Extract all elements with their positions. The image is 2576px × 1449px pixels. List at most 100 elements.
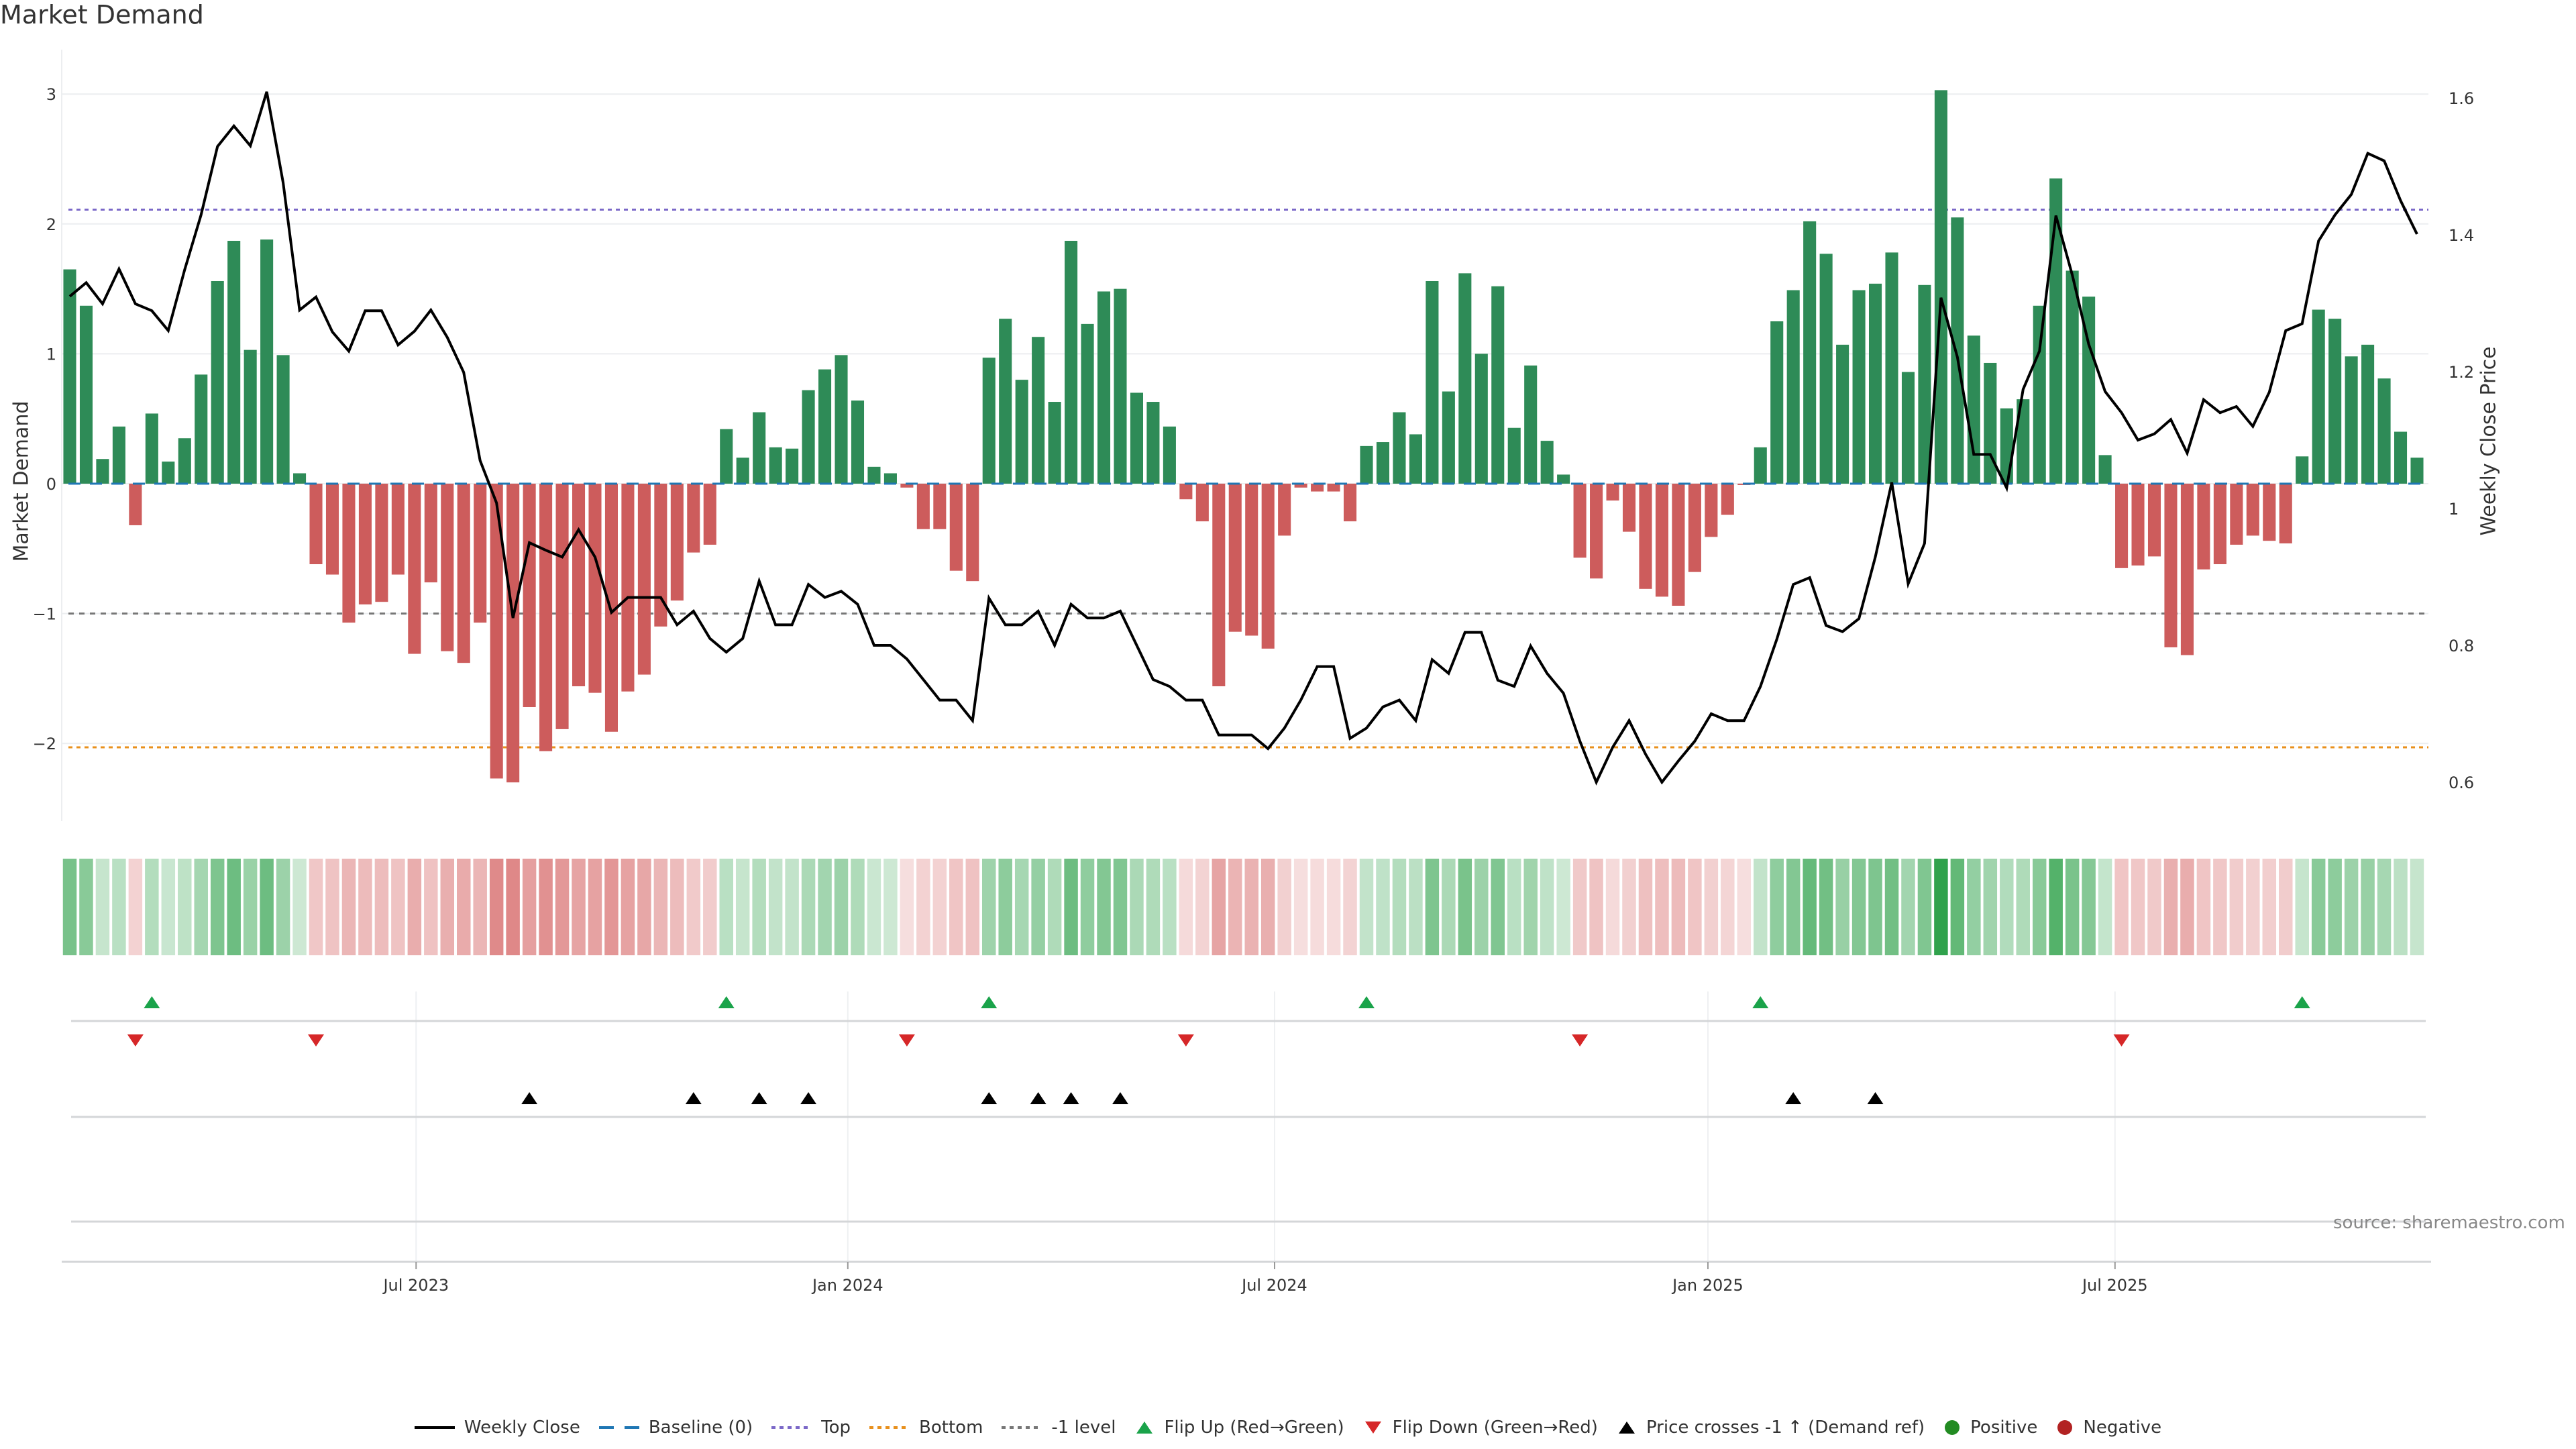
heat-cell [1688,859,1702,955]
negative-bar [457,484,470,663]
heat-cell [1310,859,1324,955]
positive-bar [1901,372,1915,484]
heat-cell [1868,859,1882,955]
legend-label: Top [821,1417,851,1438]
heat-cell [1491,859,1505,955]
legend-label: Weekly Close [464,1417,580,1438]
heat-cell [1605,859,1620,955]
heat-cell [1507,859,1521,955]
heat-cell [1917,859,1932,955]
legend-item-negative[interactable]: Negative [2056,1417,2161,1438]
positive-bar [162,462,175,484]
heat-cell [1343,859,1357,955]
positive-bar [720,429,733,484]
legend-item-flip-down[interactable]: Flip Down (Green→Red) [1363,1417,1598,1438]
legend-item-bottom[interactable]: Bottom [869,1417,983,1438]
heat-cell [1540,859,1554,955]
positive-bar [2065,270,2079,484]
legend-item-baseline[interactable]: Baseline (0) [598,1417,753,1438]
positive-bar [1885,252,1898,484]
heat-cell [1721,859,1735,955]
positive-bar [1803,221,1817,484]
negative-bar [1721,484,1734,515]
heat-cell [621,859,635,955]
heat-cell [276,859,290,955]
positive-bar [1934,90,1947,484]
heat-cell [1376,859,1390,955]
positive-bar [2098,455,2112,484]
heat-cell [2377,859,2392,955]
heat-cell [1770,859,1784,955]
positive-bar [1360,445,1373,484]
heat-cell [719,859,733,955]
positive-bar [1376,442,1390,484]
y2-axis-ticks: 1.6 1.4 1.2 1 0.8 0.6 [2449,89,2474,792]
y2-tick-label: 1 [2449,500,2459,519]
heat-cell [1737,859,1752,955]
legend-item-weekly-close[interactable]: Weekly Close [414,1417,580,1438]
positive-bar [1130,392,1143,484]
heat-cell [1244,859,1258,955]
negative-bar [916,484,930,529]
heat-cell [752,859,766,955]
negative-bar [1311,484,1324,492]
x-tick-label: Jul 2025 [2081,1276,2148,1295]
heat-cell [2147,859,2161,955]
heat-cell [522,859,537,955]
positive-bar [1786,290,1800,484]
heat-cell [670,859,684,955]
heat-cell [1835,859,1849,955]
legend-item-price-cross[interactable]: Price crosses -1 ↑ (Demand ref) [1617,1417,1925,1438]
negative-bar [572,484,586,687]
heat-cell [2180,859,2194,955]
heat-cell [2279,859,2293,955]
negative-bar [2230,484,2243,545]
solid-line-icon [414,1421,464,1434]
positive-bar [1081,323,1094,484]
negative-bar [1688,484,1701,572]
negative-bar [1639,484,1652,589]
negative-bar [2213,484,2226,565]
positive-bar [1097,291,1111,484]
positive-bar [145,413,158,484]
positive-bar [1146,402,1160,484]
heat-cell [2114,859,2129,955]
heat-cell [965,859,980,955]
heat-cell [260,859,274,955]
negative-bar [2131,484,2145,566]
flip-down-marker [2113,1034,2130,1046]
heat-cell [867,859,881,955]
positive-bar [276,355,290,484]
x-tick-label: Jan 2025 [1671,1276,1743,1295]
positive-bar [79,305,93,484]
legend-item-flip-up[interactable]: Flip Up (Red→Green) [1134,1417,1344,1438]
legend-item-top[interactable]: Top [771,1417,851,1438]
dashed-line-icon [598,1421,649,1434]
heat-cell [1901,859,1915,955]
heat-cell [2065,859,2080,955]
circle-icon [1943,1419,1970,1436]
positive-bar [1114,288,1127,484]
negative-bar [933,484,947,529]
positive-bar [211,280,224,484]
y2-axis-title: Weekly Close Price [2477,346,2501,536]
heat-cell [735,859,750,955]
positive-bar [2328,319,2342,484]
price-cross-marker [685,1092,702,1104]
negative-bar [555,484,569,729]
heat-cell [1884,859,1899,955]
heat-cell [2016,859,2030,955]
negative-bar [1672,484,1685,606]
legend-item-positive[interactable]: Positive [1943,1417,2037,1438]
positive-bar [2312,309,2325,484]
dotted-line-icon [771,1421,821,1434]
heat-cell [243,859,258,955]
positive-bar [1163,426,1176,484]
negative-bar [900,484,914,488]
legend-item-minus-one[interactable]: -1 level [1002,1417,1116,1438]
negative-bar [1606,484,1619,501]
heat-cell [1704,859,1719,955]
positive-bar [883,473,897,484]
heat-cell [1163,859,1177,955]
positive-bar [1442,391,1455,484]
